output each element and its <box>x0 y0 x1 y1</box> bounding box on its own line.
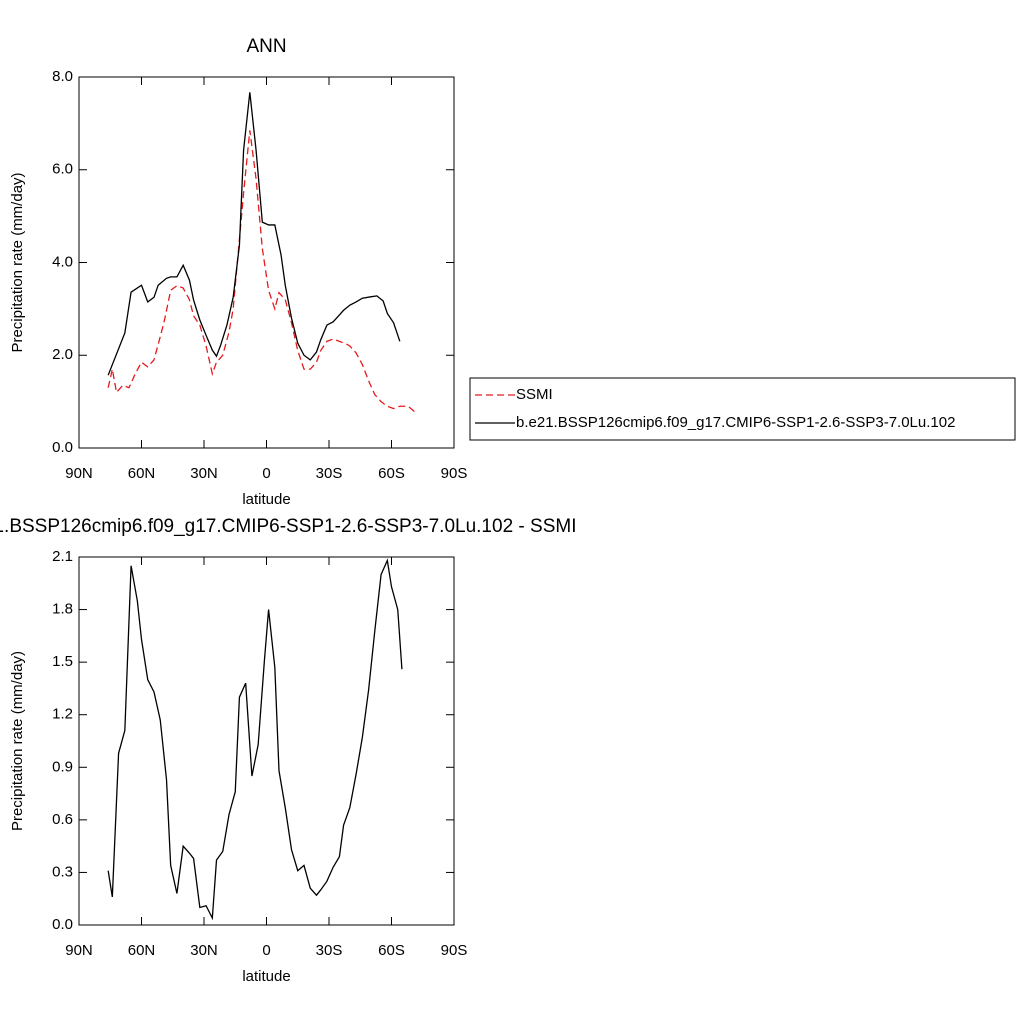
y-tick-label: 4.0 <box>52 253 73 270</box>
x-tick-label: 90N <box>65 465 93 482</box>
legend: SSMI b.e21.BSSP126cmip6.f09_g17.CMIP6-SSP… <box>469 377 1016 441</box>
x-tick-label: 0 <box>262 942 270 959</box>
x-tick-label: 30S <box>316 942 343 959</box>
y-tick-label: 0.0 <box>52 439 73 456</box>
x-tick-label: 0 <box>262 465 270 482</box>
y-tick-label: 0.6 <box>52 811 73 828</box>
legend-box <box>469 377 1016 441</box>
x-tick-label: 30N <box>190 942 218 959</box>
chart-title: b.e21.BSSP126cmip6.f09_g17.CMIP6-SSP1-2.… <box>0 516 576 537</box>
y-axis-label: Precipitation rate (mm/day) <box>9 651 26 831</box>
x-axis-label: latitude <box>242 968 290 985</box>
y-tick-label: 6.0 <box>52 161 73 178</box>
y-axis-label: Precipitation rate (mm/day) <box>9 172 26 352</box>
x-tick-label: 90S <box>441 942 468 959</box>
y-tick-label: 0.0 <box>52 916 73 933</box>
x-tick-label: 30S <box>316 465 343 482</box>
x-tick-label: 60N <box>128 942 156 959</box>
data-line <box>107 92 401 376</box>
legend-label: b.e21.BSSP126cmip6.f09_g17.CMIP6-SSP1-2.… <box>516 414 955 431</box>
x-tick-label: 60N <box>128 465 156 482</box>
x-tick-label: 60S <box>378 465 405 482</box>
y-tick-label: 2.1 <box>52 548 73 565</box>
y-tick-label: 8.0 <box>52 68 73 85</box>
y-tick-label: 1.8 <box>52 601 73 618</box>
x-tick-label: 30N <box>190 465 218 482</box>
data-line <box>107 130 417 414</box>
x-tick-label: 90N <box>65 942 93 959</box>
plot-frame <box>78 76 455 449</box>
x-axis-label: latitude <box>242 491 290 508</box>
y-tick-label: 2.0 <box>52 346 73 363</box>
y-tick-label: 0.3 <box>52 863 73 880</box>
legend-label: SSMI <box>516 386 553 403</box>
x-tick-label: 60S <box>378 942 405 959</box>
y-tick-label: 0.9 <box>52 758 73 775</box>
y-tick-label: 1.2 <box>52 706 73 723</box>
y-tick-label: 1.5 <box>52 653 73 670</box>
data-line <box>107 558 403 921</box>
chart-title: ANN <box>246 36 286 57</box>
x-tick-label: 90S <box>441 465 468 482</box>
